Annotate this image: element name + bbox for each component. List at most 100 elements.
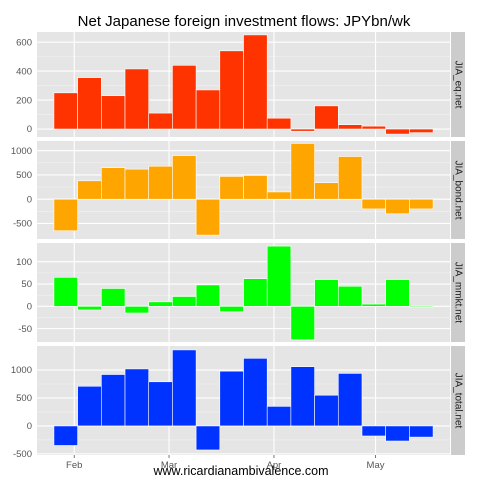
bar — [101, 288, 126, 307]
strip-background — [451, 243, 465, 342]
bar — [53, 425, 78, 446]
bar — [337, 373, 363, 427]
bar — [266, 117, 292, 130]
bar — [314, 182, 339, 200]
bar — [124, 68, 150, 130]
bar — [385, 279, 410, 307]
x-tick-label: Apr — [267, 460, 282, 471]
bar — [337, 285, 363, 307]
bar — [385, 128, 410, 135]
bar — [195, 284, 221, 307]
bar — [409, 198, 434, 210]
bar — [290, 306, 315, 341]
y-tick-label: 500 — [16, 170, 32, 181]
bar — [290, 128, 315, 132]
bar — [385, 425, 410, 442]
bar — [266, 191, 292, 200]
bar — [148, 112, 173, 130]
y-tick-label: 500 — [16, 393, 32, 404]
bar — [148, 165, 173, 200]
bar — [195, 89, 221, 130]
strip-label: JIA_eq.net — [453, 61, 464, 109]
y-tick-label: 400 — [16, 66, 32, 77]
y-tick-label: 200 — [16, 95, 32, 106]
y-tick-label: 0 — [27, 124, 32, 135]
panel-JIA_bond.net: -500 0 500 1000 JIA_bond.net — [11, 141, 465, 239]
bar — [361, 303, 386, 307]
y-tick-label: 1000 — [11, 146, 32, 157]
bar — [77, 306, 102, 311]
panel-JIA_mmkt.net: -50 0 50 100 JIA_mmkt.net — [16, 243, 465, 342]
x-tick-label: Mar — [161, 460, 177, 471]
y-tick-label: 50 — [21, 279, 32, 290]
panel-JIA_total.net: -500 0 500 1000 JIA_total.net — [11, 346, 465, 460]
caption: www.ricardianambivalence.com — [152, 464, 328, 478]
bar — [172, 349, 197, 427]
bar — [219, 176, 244, 200]
bar — [361, 425, 386, 437]
panel-JIA_eq.net: 0 200 400 600 JIA_eq.net — [16, 32, 465, 137]
bar — [148, 301, 173, 307]
bar — [314, 105, 339, 130]
bar — [124, 306, 150, 314]
bar — [53, 198, 78, 232]
strip-background — [451, 346, 465, 455]
strip-label: JIA_mmkt.net — [453, 262, 464, 323]
bar — [243, 278, 268, 307]
strip-background — [451, 141, 465, 239]
bar — [172, 155, 197, 200]
y-tick-label: -500 — [13, 219, 32, 230]
bar — [409, 128, 434, 133]
bar — [77, 180, 102, 200]
bar — [337, 156, 363, 200]
bar — [195, 198, 221, 236]
bar — [385, 198, 410, 215]
strip-background — [451, 32, 465, 137]
bar — [243, 34, 268, 130]
bar — [101, 95, 126, 130]
y-tick-label: -500 — [13, 449, 32, 460]
bar — [195, 425, 221, 451]
bar — [361, 198, 386, 210]
bar — [361, 125, 386, 130]
bar — [77, 385, 102, 427]
y-tick-label: 0 — [27, 302, 32, 313]
bar — [314, 394, 339, 427]
bar — [101, 374, 126, 427]
bar — [266, 406, 292, 427]
bar — [124, 168, 150, 200]
bar — [53, 92, 78, 130]
bar — [148, 381, 173, 427]
bar — [290, 143, 315, 200]
bar — [314, 279, 339, 307]
y-tick-label: 100 — [16, 257, 32, 268]
strip-label: JIA_bond.net — [453, 161, 464, 220]
bar — [172, 296, 197, 307]
bar — [243, 175, 268, 200]
bar — [409, 425, 434, 438]
y-tick-label: 0 — [27, 421, 32, 432]
y-tick-label: 0 — [27, 194, 32, 205]
bar — [243, 357, 268, 427]
bar — [77, 77, 102, 130]
bar — [409, 306, 434, 308]
facet-panels: 0200400600JIA_eq.net-50005001000JIA_bond… — [11, 32, 465, 460]
bar — [219, 50, 244, 130]
bar — [219, 306, 244, 312]
strip-label: JIA_total.net — [453, 373, 464, 429]
y-tick-label: -50 — [18, 324, 32, 335]
chart-title: Net Japanese foreign investment flows: J… — [78, 13, 411, 30]
bar — [53, 277, 78, 307]
bar — [101, 167, 126, 200]
y-tick-label: 600 — [16, 37, 32, 48]
x-tick-label: Feb — [66, 460, 82, 471]
y-tick-label: 1000 — [11, 365, 32, 376]
bar — [290, 366, 315, 427]
x-axis: Feb Mar Apr May — [66, 455, 385, 471]
bar — [266, 245, 292, 307]
bar — [172, 65, 197, 130]
bar — [124, 368, 150, 427]
bar — [219, 370, 244, 427]
